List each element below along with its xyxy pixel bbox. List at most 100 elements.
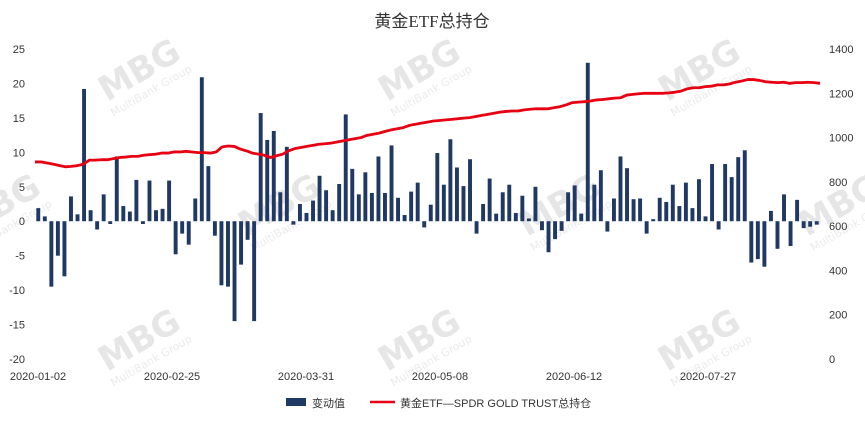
bar [638, 198, 643, 222]
bar [376, 156, 381, 222]
bar [245, 221, 250, 240]
x-tick-label: 2020-05-08 [412, 371, 468, 383]
bar [383, 192, 387, 222]
y-right-tick-label: 1200 [829, 88, 853, 100]
bar [258, 113, 263, 222]
bar [226, 221, 230, 287]
bar [526, 218, 531, 222]
bar [683, 182, 688, 222]
bar [572, 185, 577, 222]
bar [304, 212, 309, 222]
bar [631, 199, 636, 222]
x-tick-label: 2020-03-31 [278, 371, 334, 383]
x-tick-label: 2020-07-27 [680, 371, 736, 383]
y-axis-right: 1400 1200 1000 800 600 400 200 0 [829, 44, 853, 366]
bar [278, 192, 283, 222]
bar [703, 216, 708, 222]
bar [284, 146, 289, 222]
y-axis-left: 25 20 15 10 5 0 -5 -10 -15 -20 [9, 44, 25, 366]
bar [252, 221, 257, 322]
bar [363, 172, 368, 222]
bar [540, 221, 544, 231]
y-right-tick-label: 1000 [829, 133, 853, 145]
chart-title: 黄金ETF总持仓 [374, 12, 489, 31]
bar [62, 221, 67, 277]
y-left-tick-label: 0 [19, 216, 25, 228]
bar [95, 221, 100, 230]
bar [88, 210, 93, 222]
bar [788, 221, 793, 247]
bar [716, 221, 721, 230]
bar [566, 192, 571, 222]
y-left-tick-label: 20 [13, 78, 25, 90]
bar [808, 221, 813, 227]
bar [611, 198, 616, 222]
legend: 变动值 黄金ETF—SPDR GOLD TRUST总持仓 [286, 396, 591, 410]
bar [749, 221, 754, 263]
y-left-tick-label: 15 [13, 113, 25, 125]
bar [592, 184, 597, 222]
bar [448, 139, 453, 222]
bar [644, 221, 649, 234]
bar [317, 175, 322, 222]
bar [219, 221, 224, 286]
bar [723, 164, 728, 222]
bar [324, 190, 329, 222]
y-left-tick-label: 25 [13, 44, 25, 56]
y-right-tick-label: 800 [829, 177, 847, 189]
bar [36, 208, 41, 222]
bar [75, 214, 80, 222]
bar [814, 221, 819, 225]
bar [160, 208, 165, 222]
x-tick-label: 2020-02-25 [144, 371, 200, 383]
bar [618, 156, 623, 222]
bar [101, 194, 106, 222]
bar [173, 221, 178, 255]
bar [664, 201, 669, 222]
bar [239, 221, 244, 265]
bar [520, 195, 525, 222]
bar [140, 221, 145, 224]
bar [311, 200, 315, 222]
bar [409, 191, 414, 222]
bar [553, 221, 558, 240]
x-tick-label: 2020-06-12 [546, 371, 602, 383]
legend-bar-swatch [286, 398, 306, 406]
bar [82, 88, 87, 222]
bar [147, 180, 152, 222]
bar [710, 164, 715, 222]
bar [768, 210, 773, 222]
bar [127, 211, 132, 222]
y-right-tick-label: 600 [829, 221, 847, 233]
bar [402, 215, 407, 222]
bar [454, 167, 459, 222]
bar [782, 194, 786, 222]
bar [435, 153, 440, 222]
y-left-tick-label: -15 [9, 320, 25, 332]
bar [487, 178, 492, 222]
y-left-tick-label: -5 [15, 251, 25, 263]
bar [500, 192, 505, 222]
bar [513, 212, 518, 222]
bar [49, 221, 54, 287]
y-left-tick-label: -10 [9, 285, 25, 297]
bar [232, 221, 237, 322]
bar [396, 197, 401, 222]
bar [108, 221, 113, 224]
legend-bar-label: 变动值 [312, 396, 345, 410]
line-series [35, 78, 821, 169]
y-right-tick-label: 400 [829, 265, 847, 277]
bar [291, 221, 296, 225]
bar [337, 184, 342, 222]
bar [481, 204, 486, 222]
bar [736, 157, 741, 222]
bar [415, 182, 420, 222]
bar [121, 206, 126, 222]
bar [212, 221, 217, 236]
